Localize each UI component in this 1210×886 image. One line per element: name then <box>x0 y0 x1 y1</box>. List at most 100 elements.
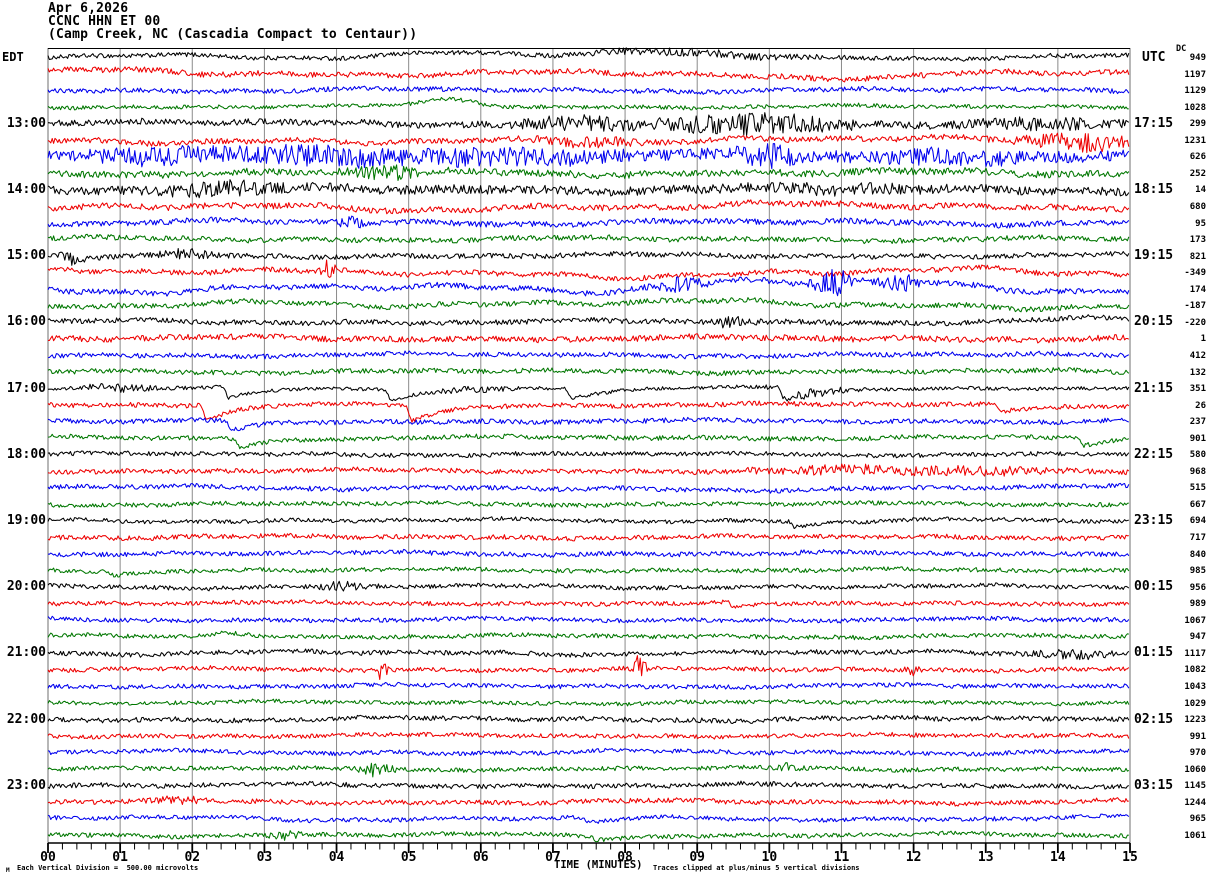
dc-offset-value: 1029 <box>1184 698 1206 709</box>
dc-offset-value: 1060 <box>1184 764 1206 775</box>
dc-offset-value: 667 <box>1189 499 1206 510</box>
x-axis-title: TIME (MINUTES) <box>554 859 643 871</box>
seismo-trace <box>47 96 1129 111</box>
dc-offset-value: 1197 <box>1184 69 1206 80</box>
seismo-trace <box>47 580 1130 592</box>
seismo-trace <box>47 400 1130 423</box>
seismo-trace <box>47 450 1130 459</box>
seismo-trace <box>47 516 1129 530</box>
seismo-trace <box>47 630 1129 641</box>
dc-offset-value: 965 <box>1189 814 1206 825</box>
seismo-trace <box>47 47 1130 62</box>
seismo-trace <box>47 566 1130 578</box>
dc-offset-value: 1145 <box>1184 781 1206 792</box>
seismo-trace <box>47 681 1130 691</box>
seismo-trace <box>47 367 1130 377</box>
edt-hour-label: 16:00 <box>6 314 46 330</box>
dc-offset-value: 14 <box>1195 185 1206 196</box>
minute-tick-label: 02 <box>184 850 201 865</box>
seismo-trace <box>47 780 1130 790</box>
utc-hour-label: 19:15 <box>1134 248 1174 264</box>
dc-offset-value: 174 <box>1189 284 1206 295</box>
dc-offset-value: 680 <box>1189 201 1206 212</box>
dc-offset-value: 626 <box>1189 152 1206 163</box>
utc-hour-label: 18:15 <box>1134 181 1174 197</box>
minute-tick-label: 13 <box>977 850 994 865</box>
edt-hour-label: 15:00 <box>6 248 46 264</box>
dc-offset-value: -187 <box>1184 301 1206 312</box>
seismo-trace <box>47 762 1130 778</box>
seismo-trace <box>47 143 1130 170</box>
dc-offset-value: 947 <box>1189 632 1206 643</box>
dc-offset-value: 1129 <box>1184 86 1206 97</box>
dc-offset-value: 1061 <box>1184 830 1206 841</box>
seismo-trace <box>47 164 1130 182</box>
seismo-trace <box>47 85 1130 95</box>
seismo-trace <box>47 830 1129 843</box>
minute-tick-label: 10 <box>761 850 778 865</box>
seismo-trace <box>47 247 1130 266</box>
utc-hour-label: 00:15 <box>1134 579 1174 595</box>
seismo-trace <box>47 350 1130 360</box>
dc-offset-value: 989 <box>1189 599 1206 610</box>
dc-offset-value: 351 <box>1189 384 1206 395</box>
seismo-trace <box>47 179 1130 199</box>
minute-tick-label: 04 <box>328 850 345 865</box>
dc-offset-value: 1082 <box>1184 665 1206 676</box>
seismo-trace <box>47 482 1130 494</box>
dc-offset-value: 580 <box>1189 450 1206 461</box>
dc-column-header: DC <box>1176 44 1187 54</box>
seismo-trace <box>47 233 1130 245</box>
utc-hour-label: 03:15 <box>1134 777 1174 793</box>
edt-hour-label: 18:00 <box>6 446 46 462</box>
minute-tick-label: 03 <box>256 850 273 865</box>
seismo-trace <box>47 259 1130 282</box>
dc-offset-value: 717 <box>1189 533 1206 544</box>
minute-tick-label: 11 <box>833 850 850 865</box>
dc-offset-value: 1067 <box>1184 615 1206 626</box>
edt-hour-label: 14:00 <box>6 181 46 197</box>
edt-hour-label: 19:00 <box>6 512 46 528</box>
seismo-trace <box>47 813 1130 824</box>
dc-offset-value: 949 <box>1189 53 1206 63</box>
clip-note: Traces clipped at plus/minus 5 vertical … <box>653 864 860 872</box>
seismo-trace <box>47 416 1129 432</box>
dc-offset-value: 970 <box>1189 748 1206 759</box>
dc-offset-value: 1231 <box>1184 135 1206 146</box>
dc-offset-value: -220 <box>1184 317 1206 328</box>
dc-offset-value: 985 <box>1189 566 1206 577</box>
seismo-trace <box>47 112 1130 137</box>
utc-hour-label: 23:15 <box>1134 512 1174 528</box>
utc-hour-label: 01:15 <box>1134 645 1174 661</box>
station-location: (Camp Creek, NC (Cascadia Compact to Cen… <box>48 27 418 42</box>
dc-offset-value: 412 <box>1189 350 1206 361</box>
seismo-trace <box>47 655 1130 681</box>
minute-tick-label: 08 <box>617 850 633 865</box>
dc-offset-value: 901 <box>1189 433 1206 444</box>
edt-hour-label: 21:00 <box>6 645 46 661</box>
record-date: Apr 6,2026 <box>48 1 129 16</box>
logo-glyph: M <box>6 867 10 874</box>
minute-tick-label: 15 <box>1122 850 1138 865</box>
dc-offset-value: 956 <box>1189 582 1206 593</box>
right-timezone-label: UTC <box>1142 50 1166 65</box>
minute-tick-label: 07 <box>545 850 561 865</box>
seismo-trace <box>47 314 1130 329</box>
seismo-trace <box>47 382 1130 402</box>
utc-hour-label: 17:15 <box>1134 115 1174 131</box>
minute-tick-label: 09 <box>689 850 706 865</box>
dc-offset-value: 968 <box>1189 466 1206 477</box>
dc-offset-value: 991 <box>1189 731 1206 742</box>
edt-hour-label: 23:00 <box>6 777 46 793</box>
edt-hour-label: 13:00 <box>6 115 46 131</box>
minute-tick-label: 05 <box>400 850 417 865</box>
dc-offset-value: 173 <box>1189 235 1206 246</box>
minute-tick-label: 06 <box>472 850 489 865</box>
dc-offset-value: 26 <box>1195 400 1206 411</box>
seismo-trace <box>47 648 1130 661</box>
minute-tick-label: 12 <box>905 850 922 865</box>
dc-offset-value: -349 <box>1184 268 1206 279</box>
scale-note: Each Vertical Division = 500.00 microvol… <box>17 864 199 872</box>
